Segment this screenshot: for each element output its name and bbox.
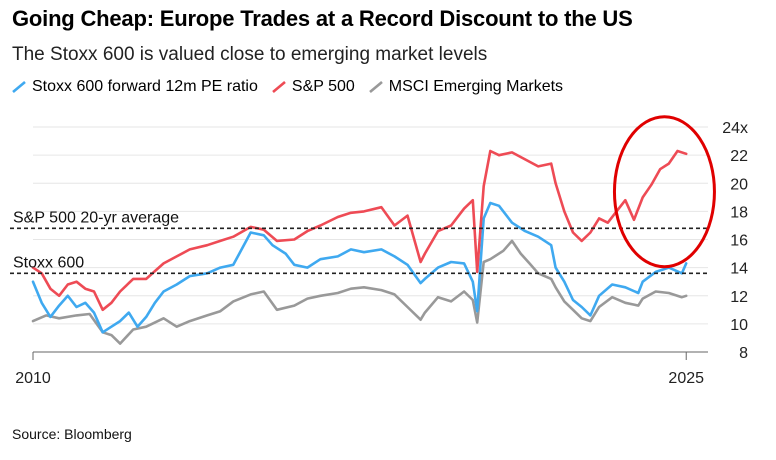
- x-tick-label: 2010: [15, 370, 51, 387]
- y-tick-label: 24x: [722, 120, 748, 137]
- reference-line-label: Stoxx 600: [13, 254, 84, 271]
- legend-swatch-stoxx: [12, 81, 26, 93]
- x-tick-label: 2025: [668, 370, 704, 387]
- y-tick-label: 22: [730, 148, 748, 165]
- legend-item-stoxx: Stoxx 600 forward 12m PE ratio: [12, 78, 258, 96]
- chart-title: Going Cheap: Europe Trades at a Record D…: [12, 6, 633, 31]
- annotation-circle: [612, 115, 716, 269]
- y-tick-label: 8: [739, 345, 748, 362]
- y-tick-label: 20: [730, 176, 748, 193]
- series-line: [31, 149, 688, 312]
- legend-label-stoxx: Stoxx 600 forward 12m PE ratio: [32, 78, 258, 95]
- legend-item-sp500: S&P 500: [272, 78, 355, 96]
- series-line: [31, 239, 688, 345]
- chart-subtitle: The Stoxx 600 is valued close to emergin…: [12, 44, 488, 65]
- legend: Stoxx 600 forward 12m PE ratio S&P 500 M…: [12, 78, 577, 96]
- legend-label-sp500: S&P 500: [291, 78, 355, 95]
- y-tick-label: 10: [730, 317, 748, 334]
- legend-swatch-em: [368, 81, 383, 93]
- reference-line-label: S&P 500 20-yr average: [13, 209, 179, 226]
- legend-swatch-sp500: [272, 81, 286, 93]
- y-tick-label: 14: [730, 261, 748, 278]
- y-tick-label: 18: [730, 204, 748, 221]
- y-tick-label: 12: [730, 289, 748, 306]
- legend-item-em: MSCI Emerging Markets: [368, 78, 564, 96]
- series-line: [31, 201, 688, 334]
- source-note: Source: Bloomberg: [12, 426, 132, 442]
- legend-label-em: MSCI Emerging Markets: [388, 78, 564, 95]
- y-tick-label: 16: [730, 233, 748, 250]
